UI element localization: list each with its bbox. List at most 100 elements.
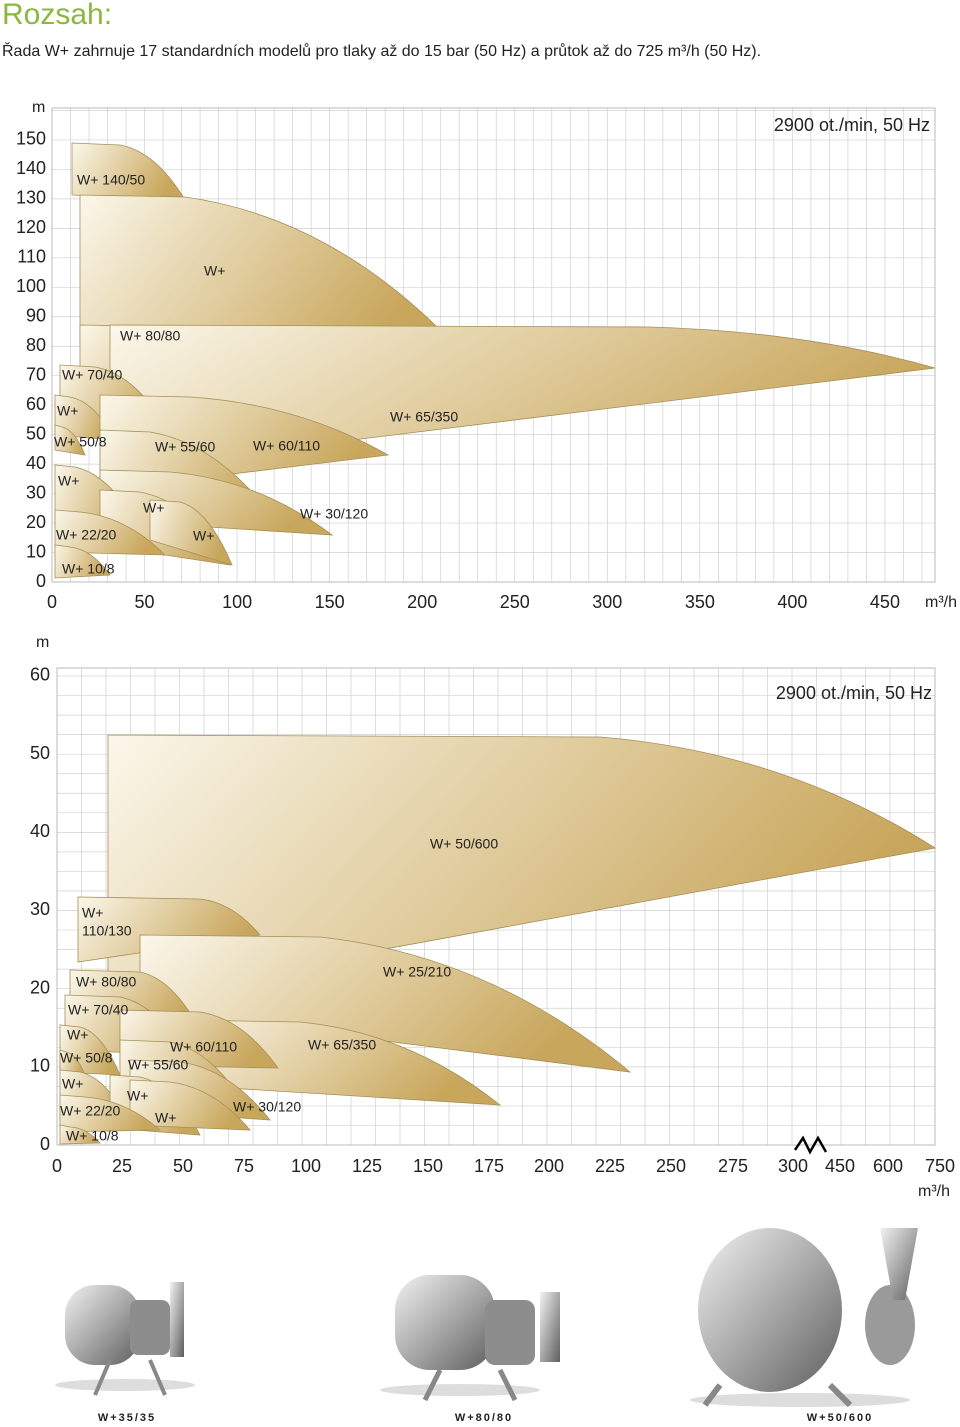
x-tick-label: 75 bbox=[234, 1156, 254, 1176]
model-label: W+ 25/210 bbox=[383, 964, 451, 980]
y-tick-label: 130 bbox=[16, 188, 46, 208]
x-tick-label: 150 bbox=[413, 1156, 443, 1176]
x-unit: m³/h bbox=[925, 594, 957, 611]
y-tick-label: 10 bbox=[30, 1056, 50, 1076]
model-label: W+ bbox=[204, 263, 225, 279]
range-region bbox=[107, 734, 937, 1001]
model-label: W+ 60/110 bbox=[253, 438, 320, 454]
model-label: W+ 22/20 bbox=[60, 1103, 121, 1119]
speed-note: 2900 ot./min, 50 Hz bbox=[776, 683, 932, 703]
x-tick-label: 300 bbox=[778, 1156, 808, 1176]
speed-note: 2900 ot./min, 50 Hz bbox=[774, 115, 930, 135]
product-caption: W+80/80 bbox=[455, 1412, 513, 1424]
y-tick-label: 120 bbox=[16, 217, 46, 237]
model-label: W+ 55/60 bbox=[128, 1057, 189, 1073]
x-tick-label: 0 bbox=[52, 1156, 62, 1176]
y-tick-label: 90 bbox=[26, 306, 46, 326]
y-tick-label: 60 bbox=[26, 394, 46, 414]
model-label: W+ bbox=[155, 1110, 176, 1126]
model-label: W+ 140/50 bbox=[77, 172, 145, 188]
title: Rozsah: bbox=[2, 0, 112, 31]
range-region bbox=[179, 1019, 502, 1106]
y-tick-label: 30 bbox=[26, 482, 46, 502]
x-tick-label: 225 bbox=[595, 1156, 625, 1176]
product-caption: W+35/35 bbox=[98, 1412, 156, 1424]
y-tick-label: 80 bbox=[26, 335, 46, 355]
model-label: W+ 50/8 bbox=[60, 1050, 113, 1066]
y-tick-label: 30 bbox=[30, 899, 50, 919]
y-tick-label: 0 bbox=[36, 571, 46, 591]
x-tick-label: 25 bbox=[112, 1156, 132, 1176]
model-label: W+ 22/20 bbox=[56, 527, 117, 543]
model-label: W+ 70/40 bbox=[62, 367, 123, 383]
y-unit: m bbox=[32, 99, 45, 116]
range-region bbox=[71, 142, 186, 201]
x-tick-label: 50 bbox=[135, 592, 155, 612]
axis-break bbox=[793, 1135, 828, 1155]
y-tick-label: 110 bbox=[17, 247, 46, 267]
y-tick-label: 20 bbox=[26, 512, 46, 532]
range-region bbox=[54, 544, 111, 579]
x-tick-label: 100 bbox=[222, 592, 252, 612]
model-label: W+ bbox=[82, 905, 103, 921]
plot-frame bbox=[51, 107, 936, 583]
range-region bbox=[129, 1079, 251, 1131]
intro-text: Řada W+ zahrnuje 17 standardních modelů … bbox=[2, 41, 761, 60]
y-tick-label: 50 bbox=[26, 423, 46, 443]
range-region bbox=[54, 424, 86, 456]
y-tick-label: 40 bbox=[26, 453, 46, 473]
model-label: W+ 65/350 bbox=[308, 1037, 376, 1053]
model-label: W+ bbox=[193, 528, 214, 544]
model-label: W+ bbox=[57, 403, 78, 419]
model-label: W+ bbox=[127, 1088, 148, 1104]
x-tick-label: 450 bbox=[870, 592, 900, 612]
x-tick-label: 250 bbox=[500, 592, 530, 612]
model-label: W+ 10/8 bbox=[62, 561, 115, 577]
model-label: W+ 30/120 bbox=[300, 506, 368, 522]
y-tick-label: 150 bbox=[16, 129, 46, 149]
x-tick-label: 350 bbox=[685, 592, 715, 612]
model-label: W+ 10/8 bbox=[66, 1128, 119, 1144]
model-label: W+ 60/110 bbox=[170, 1039, 237, 1055]
x-tick-label: 125 bbox=[352, 1156, 382, 1176]
y-tick-label: 60 bbox=[30, 665, 50, 685]
x-tick-label: 450 bbox=[825, 1156, 855, 1176]
y-tick-label: 140 bbox=[16, 158, 46, 178]
model-label: W+ bbox=[143, 500, 164, 516]
model-label: W+ bbox=[67, 1027, 88, 1043]
x-tick-label: 200 bbox=[534, 1156, 564, 1176]
model-label: W+ 50/600 bbox=[430, 836, 498, 852]
range-region bbox=[54, 509, 166, 556]
model-label: W+ bbox=[62, 1076, 83, 1092]
x-tick-label: 175 bbox=[474, 1156, 504, 1176]
x-tick-label: 300 bbox=[592, 592, 622, 612]
range-region bbox=[77, 896, 261, 963]
x-tick-label: 600 bbox=[873, 1156, 903, 1176]
range-region bbox=[149, 499, 233, 566]
x-tick-label: 0 bbox=[47, 592, 57, 612]
y-tick-label: 10 bbox=[26, 541, 46, 561]
x-tick-label: 275 bbox=[718, 1156, 748, 1176]
x-tick-label: 250 bbox=[656, 1156, 686, 1176]
x-unit: m³/h bbox=[918, 1183, 950, 1200]
range-region bbox=[59, 1094, 162, 1133]
model-label: W+ 80/80 bbox=[76, 974, 137, 990]
model-label: W+ 55/60 bbox=[155, 439, 216, 455]
range-region bbox=[139, 934, 632, 1073]
x-tick-label: 200 bbox=[407, 592, 437, 612]
x-tick-label: 100 bbox=[291, 1156, 321, 1176]
model-label: W+ 80/80 bbox=[120, 328, 181, 344]
y-tick-label: 20 bbox=[30, 977, 50, 997]
model-label: 110/130 bbox=[82, 923, 132, 939]
y-tick-label: 40 bbox=[30, 821, 50, 841]
y-tick-label: 50 bbox=[30, 743, 50, 763]
model-label: W+ bbox=[58, 473, 79, 489]
product-caption: W+50/600 bbox=[807, 1412, 873, 1424]
plot-frame bbox=[56, 667, 936, 1146]
model-label: W+ 50/8 bbox=[54, 434, 107, 450]
y-unit: m bbox=[36, 634, 49, 651]
x-tick-label: 400 bbox=[777, 592, 807, 612]
range-region bbox=[59, 1124, 101, 1145]
range-region bbox=[79, 194, 456, 346]
